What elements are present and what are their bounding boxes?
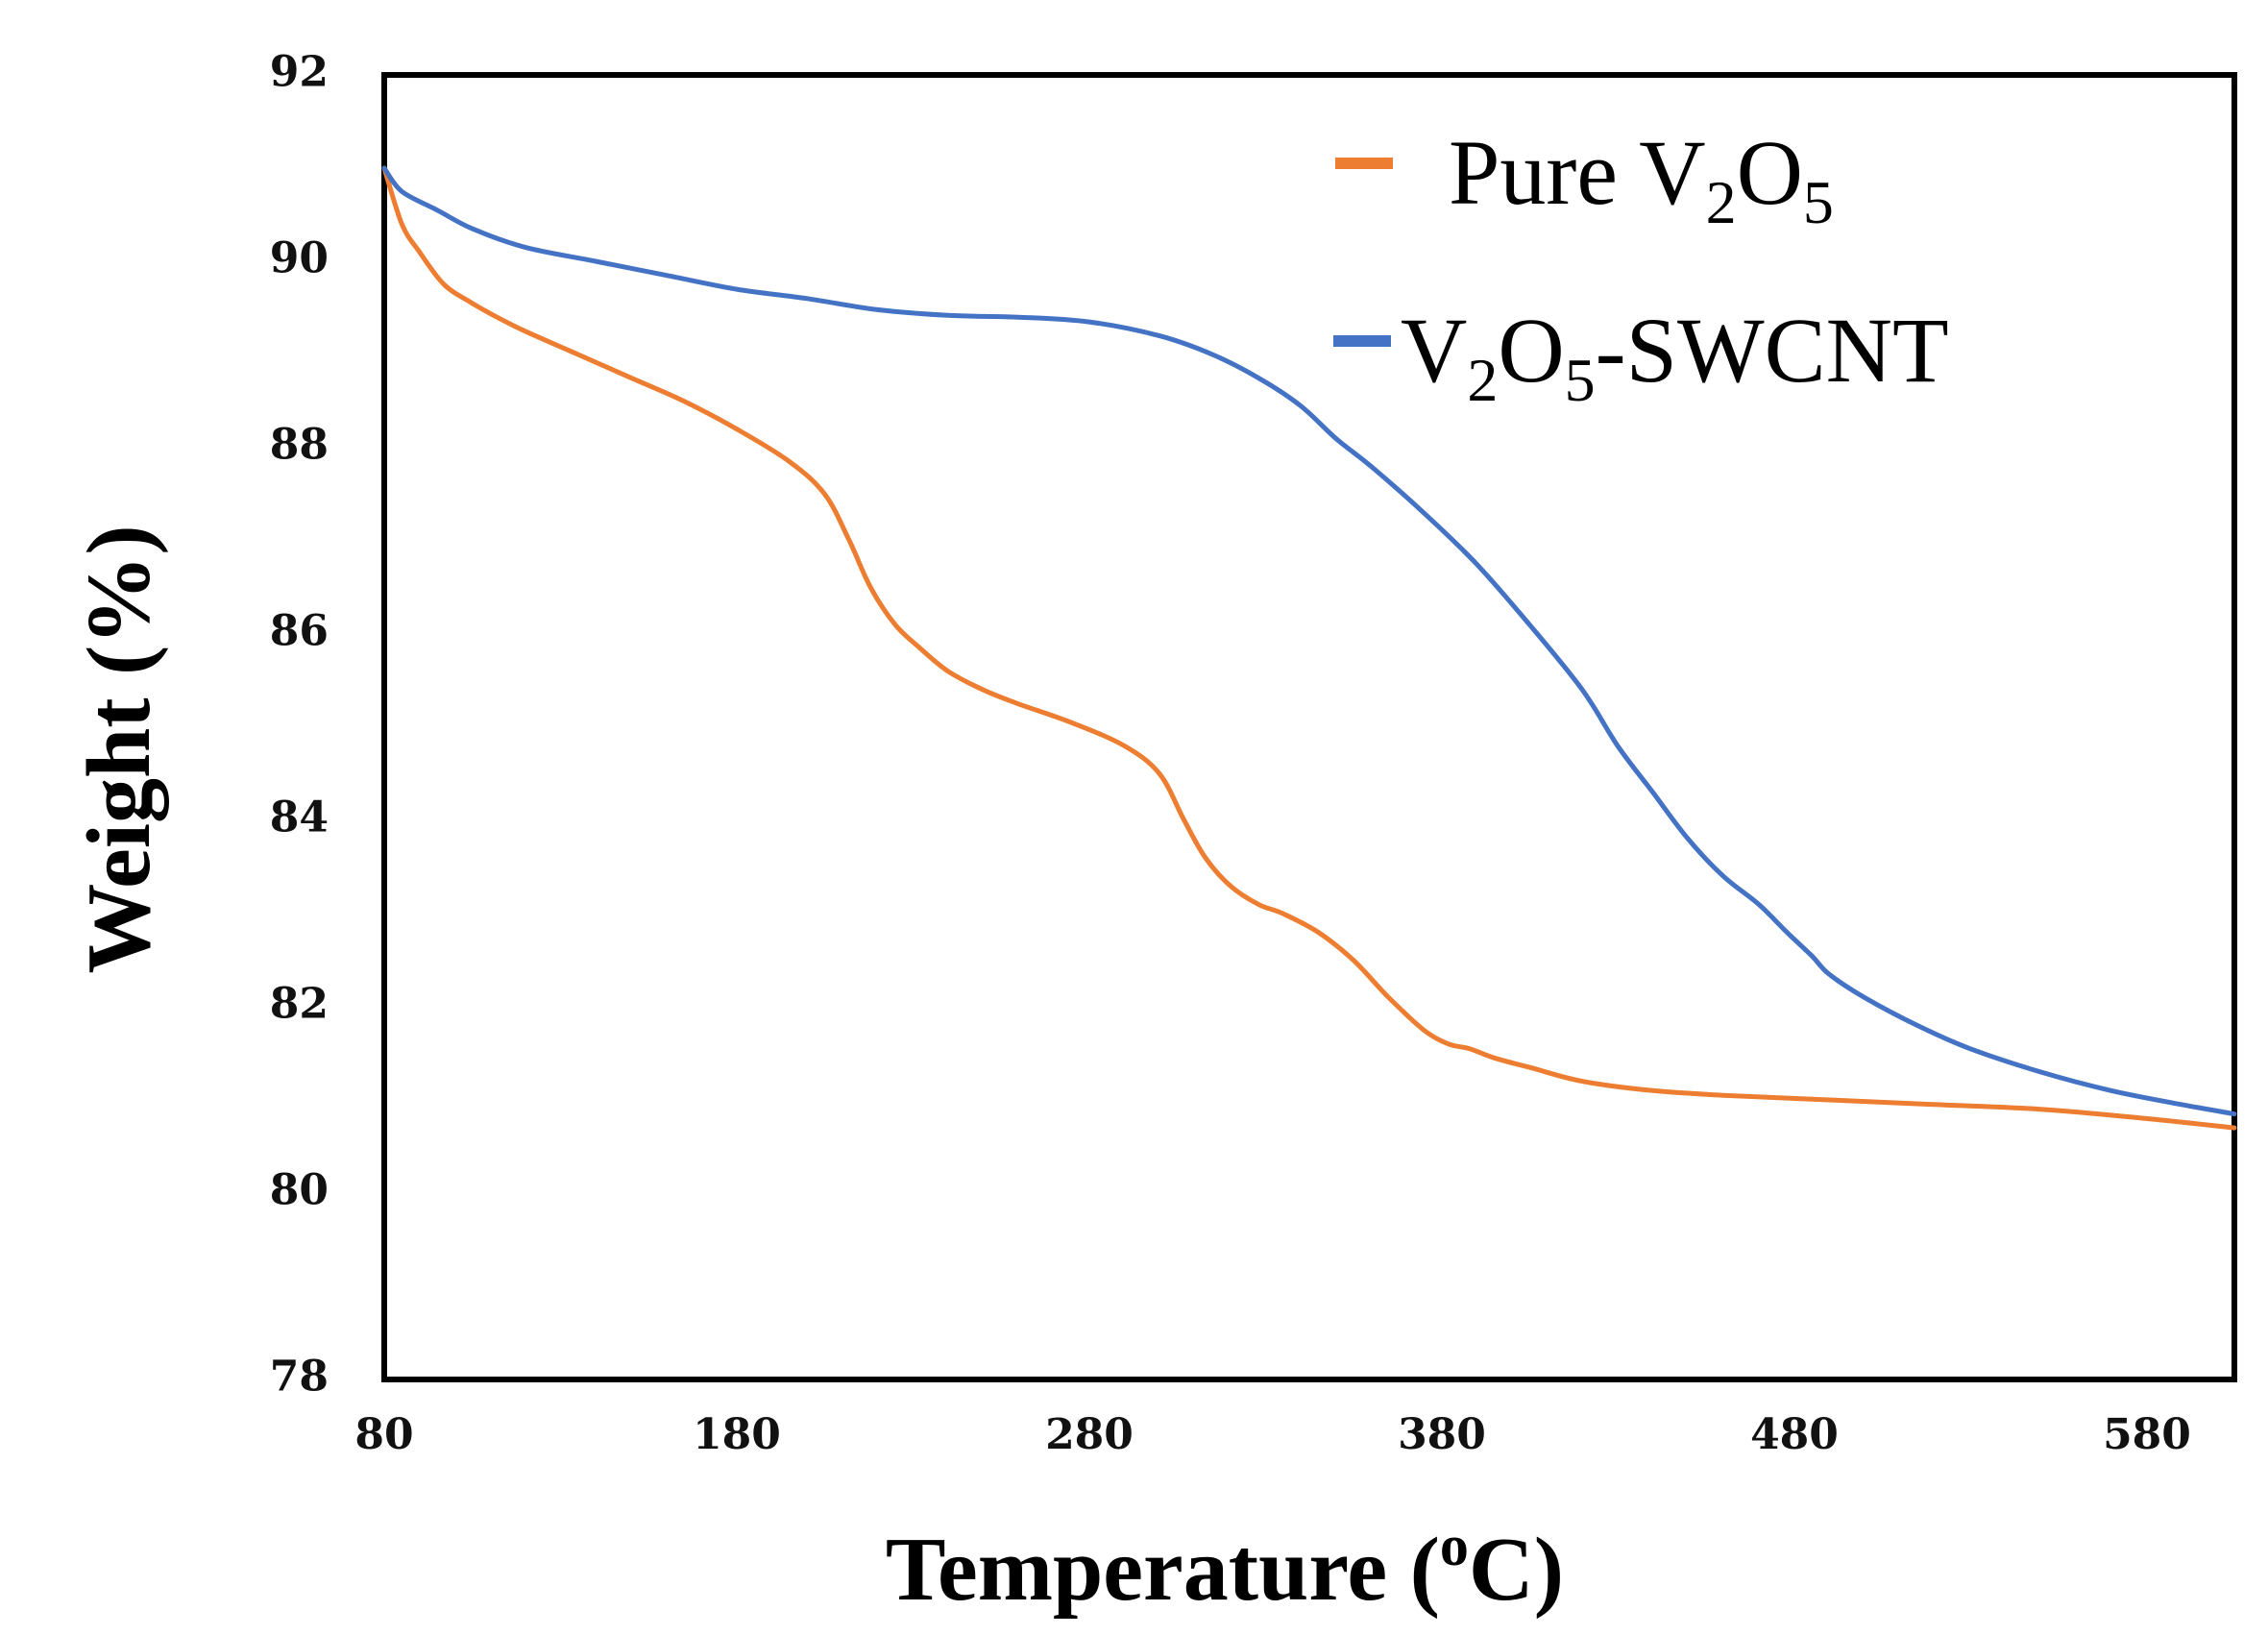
legend-subscript: 2 <box>1706 168 1737 236</box>
y-tick-label: 78 <box>270 1353 329 1402</box>
legend-text-part: O <box>1498 299 1564 402</box>
legend-subscript: 5 <box>1803 168 1834 236</box>
x-tick-label: 80 <box>354 1410 413 1459</box>
x-axis-title-unit: C) <box>1469 1520 1564 1620</box>
legend-text-part: Pure V <box>1449 121 1706 224</box>
legend-label-v2o5-swcnt: V2O5-SWCNT <box>1401 299 1949 414</box>
y-tick-label: 84 <box>270 793 329 842</box>
x-tick-label: 380 <box>1398 1410 1486 1459</box>
x-axis-title-degree: o <box>1440 1514 1469 1577</box>
x-tick-label: 280 <box>1045 1410 1134 1459</box>
x-axis-title: Temperature (oC) <box>886 1514 1564 1620</box>
legend-text-part: O <box>1737 121 1803 224</box>
y-tick-label: 82 <box>270 980 329 1029</box>
legend-subscript: 2 <box>1467 346 1498 414</box>
plot-frame <box>381 72 2237 1382</box>
legend: Pure V2O5 V2O5-SWCNT <box>1333 121 1949 414</box>
y-tick-label: 80 <box>270 1166 329 1215</box>
y-tick-label: 86 <box>270 607 329 656</box>
y-tick-label: 92 <box>270 48 329 97</box>
legend-subscript: 5 <box>1565 346 1596 414</box>
legend-label-pure-v2o5: Pure V2O5 <box>1449 121 1834 236</box>
y-axis-title: Weight (%) <box>69 525 169 973</box>
y-tick-label: 90 <box>270 234 329 283</box>
x-tick-label: 180 <box>693 1410 781 1459</box>
x-axis-title-main: Temperature ( <box>886 1520 1440 1620</box>
legend-text-part: -SWCNT <box>1596 299 1949 402</box>
x-tick-label: 580 <box>2103 1410 2191 1459</box>
x-tick-label: 480 <box>1750 1410 1839 1459</box>
legend-text-part: V <box>1401 299 1467 402</box>
series-line-pure-v2o5 <box>381 165 2237 1131</box>
series-line-v2o5-swcnt <box>381 165 2237 1117</box>
y-tick-label: 88 <box>270 421 329 470</box>
